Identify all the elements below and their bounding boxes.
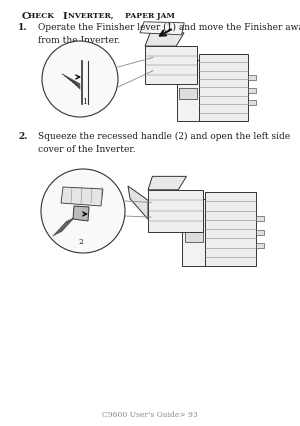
Bar [176, 60, 199, 122]
Bar [182, 199, 205, 266]
FancyArrow shape [256, 217, 264, 222]
Bar [179, 89, 196, 100]
FancyArrow shape [248, 101, 256, 106]
Text: PAPER JAM: PAPER JAM [125, 12, 175, 20]
Bar [199, 55, 248, 122]
Text: 2: 2 [79, 237, 83, 245]
Polygon shape [148, 177, 187, 190]
Polygon shape [73, 207, 89, 222]
Text: 1.: 1. [18, 23, 28, 32]
Text: Operate the Finisher lever (1) and move the Finisher away
from the Inverter.: Operate the Finisher lever (1) and move … [38, 23, 300, 45]
Text: C: C [22, 12, 30, 21]
Text: 2.: 2. [18, 132, 28, 141]
FancyArrow shape [256, 244, 264, 248]
Circle shape [42, 42, 118, 118]
FancyArrow shape [248, 76, 256, 81]
Bar [145, 47, 197, 85]
Text: C9600 User’s Guide> 93: C9600 User’s Guide> 93 [102, 410, 198, 418]
Polygon shape [145, 34, 184, 47]
Text: 1: 1 [82, 98, 87, 106]
FancyArrow shape [256, 230, 264, 235]
Text: HECK: HECK [28, 12, 56, 20]
Polygon shape [128, 187, 148, 220]
Bar [205, 193, 256, 266]
Bar [185, 231, 203, 243]
Bar [148, 190, 203, 232]
Text: NVERTER,: NVERTER, [68, 12, 116, 20]
Circle shape [41, 170, 125, 253]
Polygon shape [140, 23, 184, 36]
FancyArrow shape [248, 88, 256, 93]
Polygon shape [61, 187, 103, 207]
Text: Squeeze the recessed handle (2) and open the left side
cover of the Inverter.: Squeeze the recessed handle (2) and open… [38, 132, 290, 153]
Text: I: I [63, 12, 68, 21]
